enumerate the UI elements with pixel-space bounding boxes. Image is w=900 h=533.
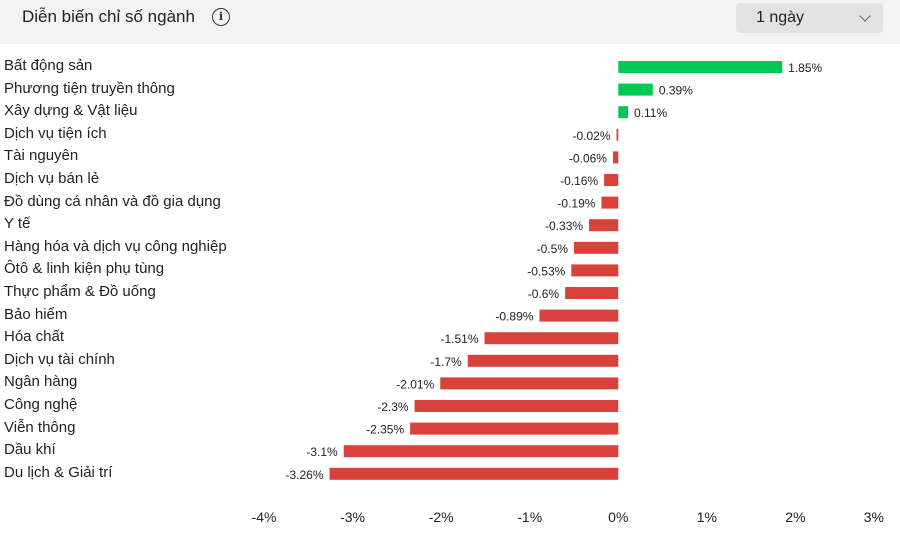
bar[interactable] bbox=[612, 151, 619, 164]
sector-label: Đồ dùng cá nhân và đồ gia dụng bbox=[4, 192, 221, 210]
bar[interactable] bbox=[571, 264, 619, 277]
sector-label: Dịch vụ bán lẻ bbox=[4, 170, 100, 187]
bar[interactable] bbox=[601, 196, 619, 209]
bar-value-label: -0.02% bbox=[572, 129, 610, 143]
sector-label: Dầu khí bbox=[4, 441, 56, 459]
period-dropdown[interactable]: 1 ngày bbox=[736, 3, 883, 33]
bar-value-label: -0.19% bbox=[557, 197, 595, 211]
x-tick-label: 3% bbox=[864, 509, 884, 525]
bar-value-label: -2.01% bbox=[396, 377, 434, 391]
bar-value-label: -0.06% bbox=[569, 151, 607, 165]
bar[interactable] bbox=[604, 174, 619, 186]
bar-value-label: 1.85% bbox=[788, 61, 822, 75]
bar[interactable] bbox=[484, 332, 619, 345]
bar[interactable] bbox=[616, 128, 619, 141]
x-tick-label: 0% bbox=[608, 509, 628, 525]
bar[interactable] bbox=[618, 106, 629, 119]
sector-label: Dịch vụ tài chính bbox=[4, 350, 115, 368]
bar[interactable] bbox=[440, 377, 619, 390]
sector-label: Du lịch & Giải trí bbox=[4, 463, 113, 481]
sector-label: Ngân hàng bbox=[4, 373, 78, 391]
info-icon[interactable]: i bbox=[212, 8, 230, 26]
bar-value-label: -0.53% bbox=[527, 264, 565, 278]
bar-value-label: -0.16% bbox=[560, 174, 598, 188]
sector-label: Hóa chất bbox=[4, 328, 65, 346]
sector-label: Viễn thông bbox=[4, 418, 76, 436]
x-tick-label: -2% bbox=[429, 509, 454, 525]
sector-label: Dịch vụ tiện ích bbox=[4, 124, 107, 142]
bar-value-label: -1.7% bbox=[430, 355, 462, 369]
chart-title: Diễn biến chỉ số ngành bbox=[22, 7, 195, 26]
bar[interactable] bbox=[414, 400, 619, 412]
sector-label: Bảo hiểm bbox=[4, 305, 68, 323]
x-tick-label: -3% bbox=[340, 509, 365, 525]
sector-label: Xây dựng & Vật liệu bbox=[4, 102, 138, 120]
period-dropdown-value: 1 ngày bbox=[756, 9, 805, 26]
x-tick-label: 1% bbox=[697, 509, 717, 525]
sector-label: Ôtô & linh kiện phụ tùng bbox=[4, 260, 165, 278]
sector-label: Hàng hóa và dịch vụ công nghiệp bbox=[4, 237, 227, 255]
sector-label: Thực phẩm & Đồ uống bbox=[4, 283, 156, 300]
bar[interactable] bbox=[343, 445, 619, 458]
sector-label: Tài nguyên bbox=[4, 147, 79, 165]
x-tick-label: 2% bbox=[785, 509, 805, 525]
bar[interactable] bbox=[574, 241, 619, 254]
bar[interactable] bbox=[589, 219, 619, 232]
bar-value-label: 0.39% bbox=[659, 84, 693, 98]
bar[interactable] bbox=[618, 83, 653, 96]
bar[interactable] bbox=[565, 287, 619, 299]
sector-label: Công nghệ bbox=[4, 396, 78, 413]
bar[interactable] bbox=[618, 61, 783, 73]
bar[interactable] bbox=[467, 354, 619, 367]
bar[interactable] bbox=[410, 422, 619, 435]
bar-value-label: -2.35% bbox=[366, 423, 404, 437]
bar-value-label: -0.33% bbox=[545, 219, 583, 233]
x-tick-label: -1% bbox=[517, 509, 542, 525]
bar[interactable] bbox=[329, 467, 619, 480]
bar[interactable] bbox=[539, 309, 619, 322]
x-tick-label: -4% bbox=[252, 509, 277, 525]
bar-value-label: -2.3% bbox=[377, 400, 409, 414]
bar-value-label: -3.26% bbox=[286, 468, 324, 482]
bar-value-label: 0.11% bbox=[634, 106, 667, 120]
bar-value-label: -1.51% bbox=[441, 332, 479, 346]
sector-label: Y tế bbox=[4, 215, 31, 233]
bar-value-label: -0.6% bbox=[528, 287, 560, 301]
sector-label: Bất động sản bbox=[4, 57, 93, 74]
bar-value-label: -3.1% bbox=[306, 445, 338, 459]
bar-value-label: -0.5% bbox=[537, 242, 569, 256]
sector-label: Phương tiện truyền thông bbox=[4, 79, 175, 97]
bar-value-label: -0.89% bbox=[495, 310, 533, 324]
